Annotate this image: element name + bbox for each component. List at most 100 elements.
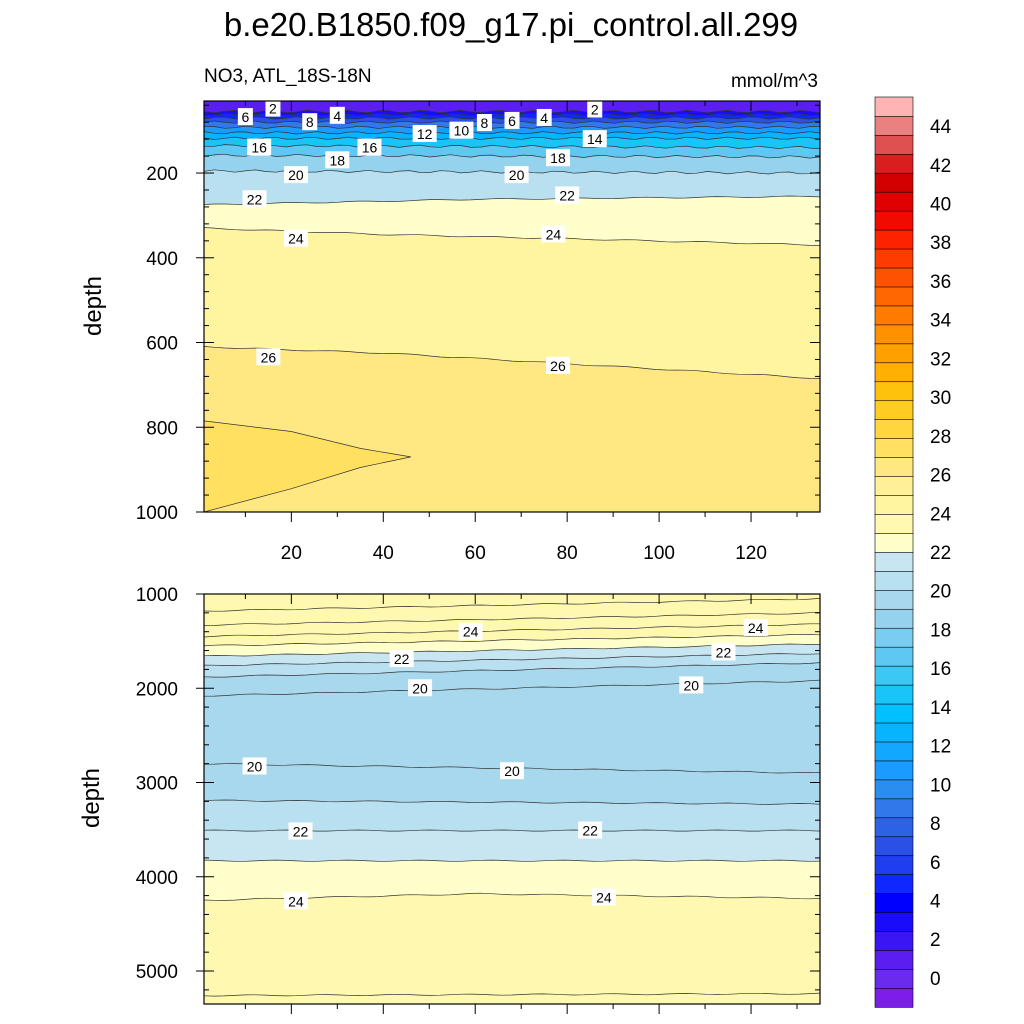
colorbar-box — [874, 551, 914, 572]
colorbar-box — [874, 608, 914, 629]
contour-label-box — [582, 130, 607, 148]
upper-ylabel: depth — [80, 276, 107, 336]
colorbar-box — [874, 153, 914, 174]
colorbar-box — [874, 96, 914, 117]
x-tick-label: 80 — [557, 543, 578, 564]
y-tick-label: 3000 — [136, 774, 178, 795]
contour-label-text: 24 — [546, 226, 562, 242]
contour-label: 22 — [578, 821, 603, 839]
contour-label: 22 — [711, 643, 736, 661]
contour-label-text: 8 — [306, 114, 314, 130]
contour-label-text: 20 — [509, 167, 525, 183]
contour-label-box — [591, 888, 616, 906]
contour-label-box — [449, 121, 474, 139]
contour-label: 22 — [389, 650, 414, 668]
contour-label-box — [541, 225, 566, 243]
colorbar-box — [874, 191, 914, 212]
y-tick-label: 400 — [146, 249, 178, 270]
contour-label-box — [242, 190, 267, 208]
colorbar-box — [874, 305, 914, 326]
colorbar-label: 38 — [930, 233, 951, 254]
colorbar-box — [874, 324, 914, 345]
colorbar-box — [874, 930, 914, 951]
colorbar-box — [874, 267, 914, 288]
x-tick-label: 60 — [465, 543, 486, 564]
contour-label-box — [389, 650, 414, 668]
y-tick-label: 5000 — [136, 962, 178, 983]
contour-label-box — [412, 125, 437, 143]
contour-label-box — [283, 229, 308, 247]
contour-line — [204, 598, 820, 612]
contour-label-text: 20 — [288, 167, 304, 183]
y-tick-label: 800 — [146, 418, 178, 439]
contour-label-text: 20 — [683, 677, 699, 693]
contour-label-text: 2 — [269, 101, 277, 117]
colorbar-box — [874, 381, 914, 402]
contour-label-box — [476, 114, 492, 132]
contour-label: 24 — [541, 225, 566, 243]
colorbar-box — [874, 513, 914, 534]
contour-label-text: 6 — [241, 109, 249, 125]
colorbar-box — [874, 437, 914, 458]
contour-label: 4 — [329, 106, 345, 124]
contour-label-text: 4 — [540, 110, 548, 126]
colorbar-box — [874, 400, 914, 420]
colorbar-box — [874, 722, 914, 743]
contour-label-box — [283, 166, 308, 184]
contour-line — [204, 136, 820, 140]
contour-label-text: 16 — [362, 140, 378, 156]
contour-label-text: 2 — [591, 101, 599, 117]
colorbar-label: 44 — [930, 117, 952, 138]
contour-label-text: 18 — [550, 150, 566, 166]
x-tick-label: 20 — [281, 543, 302, 564]
contour-label: 24 — [283, 229, 308, 247]
upper-fills — [204, 101, 820, 512]
contour-label: 6 — [504, 111, 520, 129]
colorbar-label: 4 — [930, 892, 941, 913]
x-tick-label: 100 — [643, 543, 675, 564]
contour-label: 2 — [265, 99, 281, 117]
colorbar-box — [874, 911, 914, 932]
contour-label: 20 — [242, 757, 267, 775]
contour-label: 18 — [325, 151, 350, 169]
contour-label-text: 20 — [247, 758, 263, 774]
contour-label: 20 — [679, 676, 704, 694]
colorbar-label: 2 — [930, 930, 941, 951]
colorbar-box — [874, 627, 914, 648]
contour-label-text: 20 — [412, 680, 428, 696]
band-fill — [204, 420, 411, 512]
colorbar-box — [874, 532, 914, 553]
x-tick-label: 40 — [373, 543, 394, 564]
colorbar-box — [874, 248, 914, 269]
colorbar-label: 10 — [930, 775, 951, 796]
colorbar-box — [874, 741, 914, 762]
contour-label-box — [578, 821, 603, 839]
colorbar-box — [874, 229, 914, 250]
contour-label: 12 — [412, 125, 437, 143]
lower-ylabel: depth — [78, 768, 105, 828]
contour-label: 4 — [536, 108, 552, 126]
variable-label: NO3, ATL_18S-18N — [204, 66, 372, 87]
upper-axis-ticks: 200 400 600 800 1000 20 40 60 80 100 120 — [136, 101, 820, 564]
contour-line — [204, 131, 820, 135]
contour-line — [204, 346, 820, 379]
colorbar-label: 24 — [930, 504, 952, 525]
y-tick-label: 600 — [146, 334, 178, 355]
contour-label-text: 6 — [508, 113, 516, 129]
contour-label-box — [256, 348, 281, 366]
colorbar-box — [874, 343, 914, 364]
contour-label-text: 10 — [454, 123, 470, 139]
contour-label-text: 24 — [463, 624, 479, 640]
contour-label-box — [302, 113, 318, 131]
colorbar-label: 36 — [930, 272, 951, 293]
contour-label-text: 24 — [596, 889, 612, 905]
contour-label-box — [242, 757, 267, 775]
colorbar-label: 20 — [930, 582, 951, 603]
band-fill — [204, 893, 820, 1004]
band-fill — [204, 346, 820, 512]
contour-label-box — [545, 149, 570, 167]
colorbar-label: 16 — [930, 659, 951, 680]
contour-label-box — [357, 138, 382, 156]
y-tick-label: 200 — [146, 164, 178, 185]
